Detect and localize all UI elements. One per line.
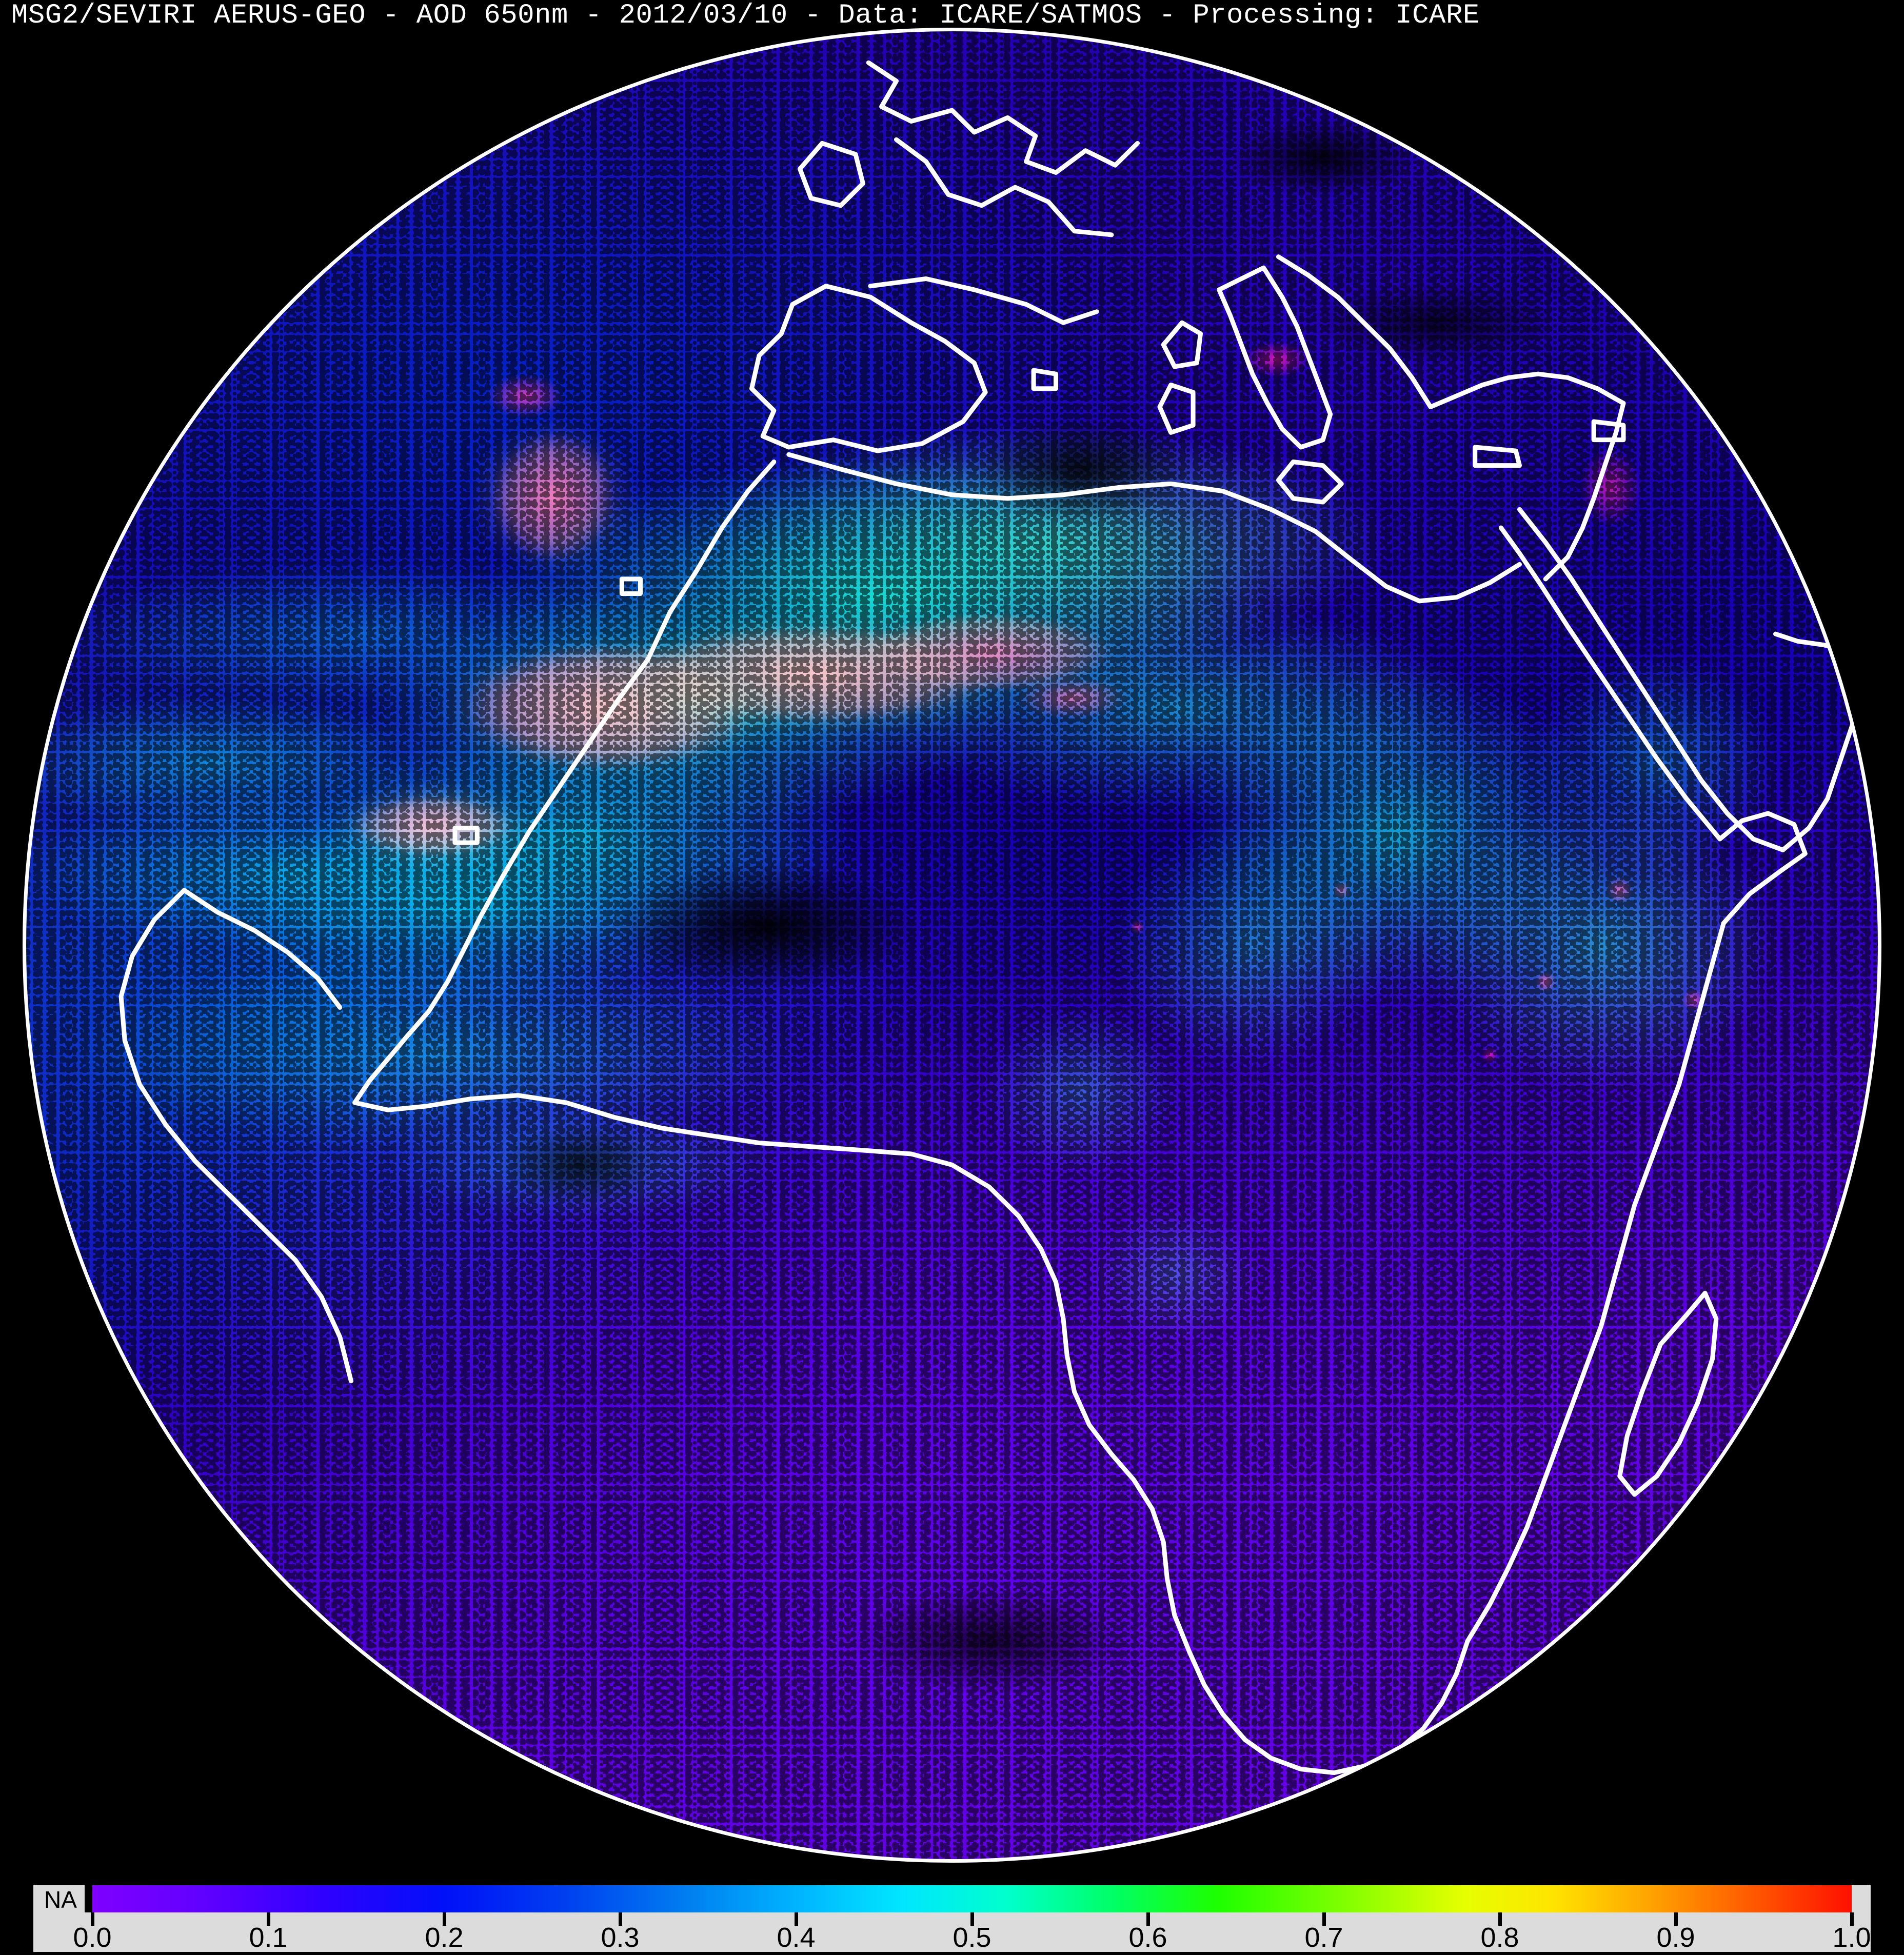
colorbar-tick-0.0: [91, 1912, 94, 1926]
colorbar-label-0.6: 0.6: [1128, 1922, 1167, 1953]
colorbar-tick-0.6: [1146, 1912, 1150, 1926]
colorbar-tick-0.8: [1498, 1912, 1502, 1926]
colorbar-label-0.4: 0.4: [777, 1922, 816, 1953]
colorbar-tick-0.1: [267, 1912, 270, 1926]
colorbar-tick-0.3: [619, 1912, 622, 1926]
colorbar-label-0.2: 0.2: [425, 1922, 464, 1953]
page-title: MSG2/SEVIRI AERUS-GEO - AOD 650nm - 2012…: [11, 0, 1480, 31]
earth-disk-image: [25, 30, 1879, 1861]
colorbar-tick-0.5: [970, 1912, 974, 1926]
colorbar-label-0.7: 0.7: [1304, 1922, 1343, 1953]
colorbar-na-label: NA: [44, 1886, 77, 1913]
globe-container: [0, 18, 1904, 1865]
colorbar-label-0.8: 0.8: [1480, 1922, 1519, 1953]
colorbar-tick-1.0: [1850, 1912, 1854, 1926]
colorbar-na-swatch: [85, 1885, 92, 1912]
colorbar-panel: NA 0.0 0.1 0.2 0.3 0.4 0.5 0.6 0.7 0.8 0.9 1.0: [33, 1885, 1871, 1952]
colorbar-label-0.9: 0.9: [1656, 1922, 1695, 1953]
colorbar-tick-0.7: [1322, 1912, 1326, 1926]
colorbar-tick-labels: 0.0 0.1 0.2 0.3 0.4 0.5 0.6 0.7 0.8 0.9 1.0: [33, 1923, 1871, 1952]
colorbar-label-0.5: 0.5: [953, 1922, 991, 1953]
colorbar-label-0.1: 0.1: [249, 1922, 288, 1953]
colorbar-tick-0.4: [795, 1912, 798, 1926]
colorbar-tick-0.9: [1674, 1912, 1678, 1926]
colorbar-label-1.0: 1.0: [1832, 1922, 1871, 1953]
colorbar-label-0.3: 0.3: [601, 1922, 640, 1953]
colorbar-label-0.0: 0.0: [73, 1922, 112, 1953]
colorbar-ticks: [33, 1912, 1871, 1927]
colorbar-gradient: [92, 1885, 1852, 1912]
limb-darkening-layer: [25, 30, 1879, 1861]
colorbar-tick-0.2: [443, 1912, 446, 1926]
